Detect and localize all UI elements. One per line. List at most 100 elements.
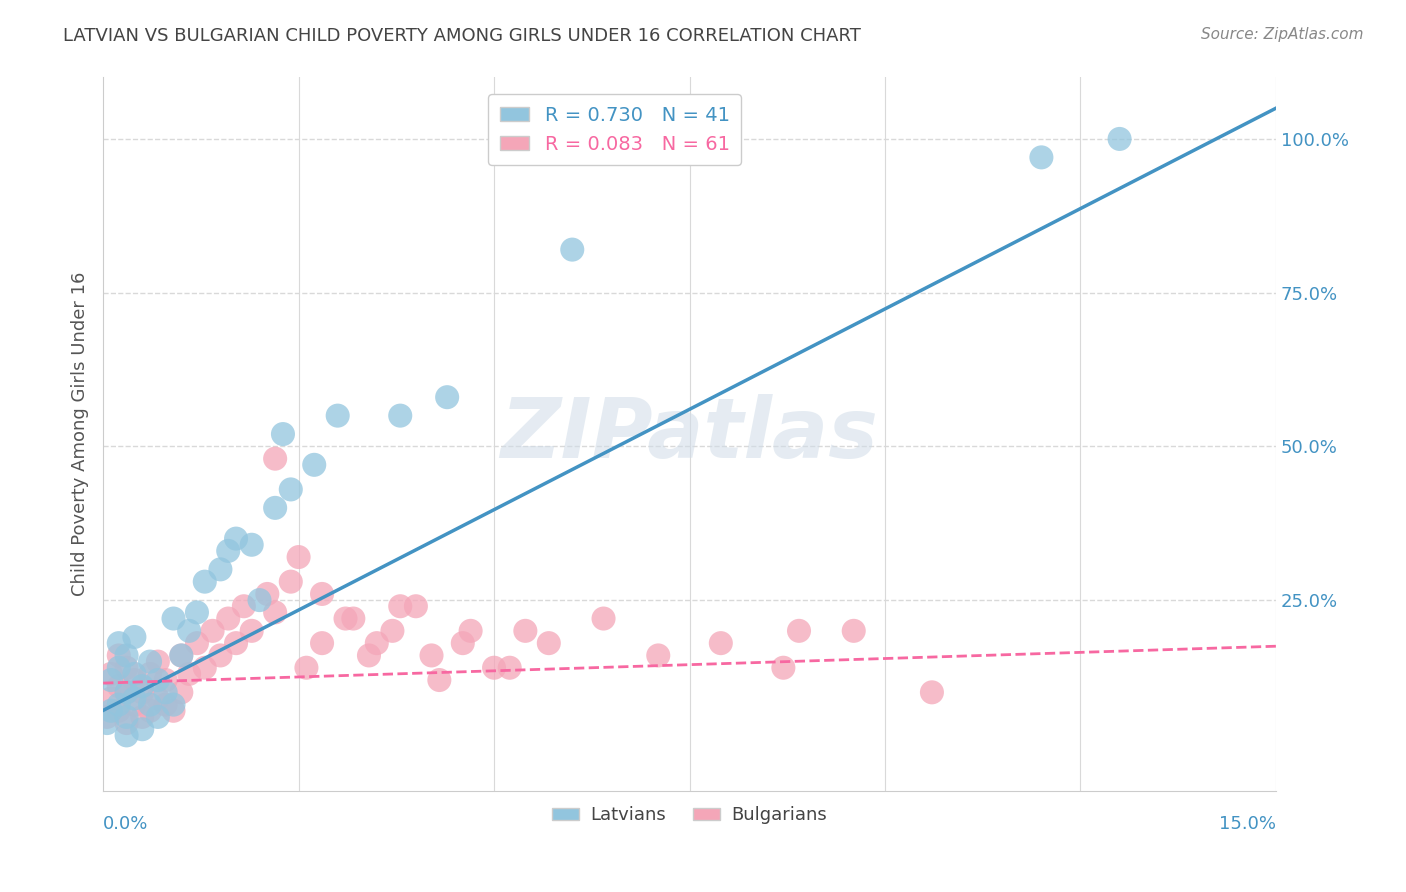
- Text: 0.0%: 0.0%: [103, 815, 149, 833]
- Point: [107, 679, 129, 693]
- Point: [240, 624, 263, 638]
- Point: [342, 611, 364, 625]
- Point: [170, 648, 193, 663]
- Point: [131, 685, 153, 699]
- Point: [107, 661, 129, 675]
- Point: [225, 636, 247, 650]
- Point: [842, 624, 865, 638]
- Point: [287, 550, 309, 565]
- Point: [921, 685, 943, 699]
- Text: LATVIAN VS BULGARIAN CHILD POVERTY AMONG GIRLS UNDER 16 CORRELATION CHART: LATVIAN VS BULGARIAN CHILD POVERTY AMONG…: [63, 27, 860, 45]
- Point: [155, 673, 177, 687]
- Point: [131, 723, 153, 737]
- Point: [131, 710, 153, 724]
- Point: [115, 661, 138, 675]
- Point: [302, 458, 325, 472]
- Point: [179, 666, 201, 681]
- Point: [124, 673, 146, 687]
- Point: [155, 685, 177, 699]
- Point: [100, 666, 122, 681]
- Point: [146, 691, 169, 706]
- Point: [264, 451, 287, 466]
- Point: [139, 704, 162, 718]
- Point: [115, 648, 138, 663]
- Point: [107, 636, 129, 650]
- Point: [115, 685, 138, 699]
- Point: [381, 624, 404, 638]
- Point: [107, 698, 129, 712]
- Point: [146, 673, 169, 687]
- Point: [96, 716, 118, 731]
- Point: [537, 636, 560, 650]
- Point: [146, 710, 169, 724]
- Point: [389, 409, 412, 423]
- Point: [162, 698, 184, 712]
- Point: [561, 243, 583, 257]
- Point: [139, 655, 162, 669]
- Point: [772, 661, 794, 675]
- Text: Source: ZipAtlas.com: Source: ZipAtlas.com: [1201, 27, 1364, 42]
- Point: [124, 666, 146, 681]
- Legend: Latvians, Bulgarians: Latvians, Bulgarians: [546, 799, 834, 831]
- Point: [115, 728, 138, 742]
- Point: [115, 716, 138, 731]
- Point: [209, 562, 232, 576]
- Point: [107, 648, 129, 663]
- Point: [326, 409, 349, 423]
- Point: [186, 606, 208, 620]
- Point: [357, 648, 380, 663]
- Point: [146, 655, 169, 669]
- Point: [295, 661, 318, 675]
- Point: [139, 698, 162, 712]
- Point: [264, 606, 287, 620]
- Point: [389, 599, 412, 614]
- Text: 15.0%: 15.0%: [1219, 815, 1277, 833]
- Point: [311, 587, 333, 601]
- Point: [96, 710, 118, 724]
- Point: [124, 630, 146, 644]
- Point: [194, 574, 217, 589]
- Point: [515, 624, 537, 638]
- Point: [170, 685, 193, 699]
- Point: [139, 666, 162, 681]
- Point: [787, 624, 810, 638]
- Point: [232, 599, 254, 614]
- Point: [405, 599, 427, 614]
- Point: [271, 427, 294, 442]
- Point: [155, 698, 177, 712]
- Point: [194, 661, 217, 675]
- Point: [225, 532, 247, 546]
- Point: [280, 483, 302, 497]
- Point: [209, 648, 232, 663]
- Point: [451, 636, 474, 650]
- Point: [366, 636, 388, 650]
- Point: [311, 636, 333, 650]
- Point: [1031, 150, 1053, 164]
- Text: ZIPatlas: ZIPatlas: [501, 393, 879, 475]
- Point: [100, 673, 122, 687]
- Point: [264, 500, 287, 515]
- Point: [170, 648, 193, 663]
- Point: [436, 390, 458, 404]
- Point: [107, 704, 129, 718]
- Point: [162, 704, 184, 718]
- Point: [460, 624, 482, 638]
- Point: [1108, 132, 1130, 146]
- Point: [100, 704, 122, 718]
- Point: [280, 574, 302, 589]
- Point: [131, 679, 153, 693]
- Point: [124, 698, 146, 712]
- Point: [100, 691, 122, 706]
- Point: [249, 593, 271, 607]
- Point: [592, 611, 614, 625]
- Point: [240, 538, 263, 552]
- Point: [217, 611, 239, 625]
- Point: [201, 624, 224, 638]
- Point: [420, 648, 443, 663]
- Point: [217, 544, 239, 558]
- Point: [710, 636, 733, 650]
- Point: [499, 661, 522, 675]
- Point: [482, 661, 505, 675]
- Point: [427, 673, 450, 687]
- Point: [186, 636, 208, 650]
